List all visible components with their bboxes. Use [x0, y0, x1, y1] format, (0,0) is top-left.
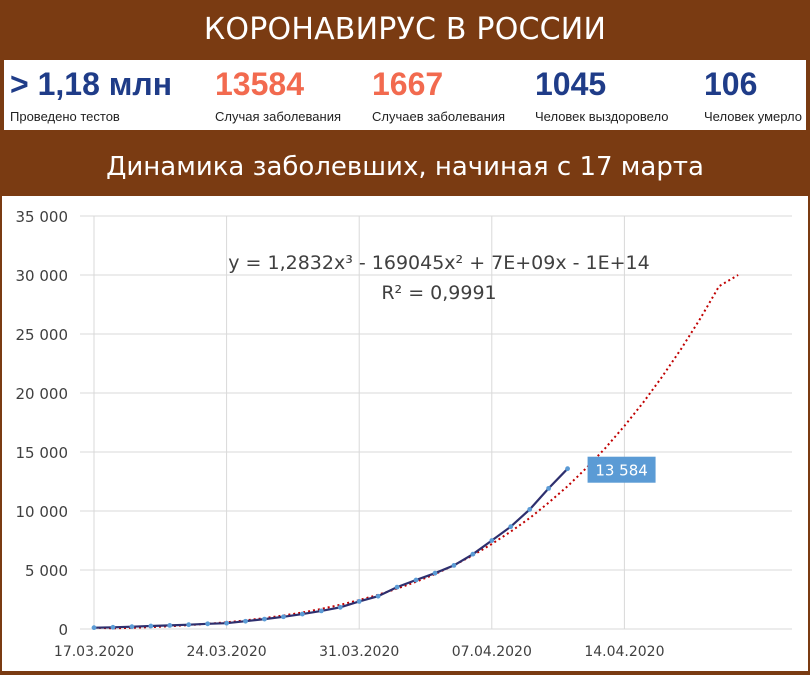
data-point: [489, 538, 495, 543]
data-point: [148, 623, 154, 629]
chart-area: 0 5 000 10 000 15 000 20 000 25 000 30 000 35 0…: [2, 196, 808, 671]
data-point: [527, 507, 533, 512]
data-point: [356, 599, 362, 604]
data-point: [299, 611, 305, 617]
chart-subtitle: Динамика заболевших, начиная с 17 марта: [0, 140, 810, 194]
x-tick-label: 31.03.2020: [319, 644, 399, 660]
grid-lines: [80, 215, 792, 630]
trend-path: [93, 274, 739, 630]
data-point: [243, 618, 248, 624]
label-box: [587, 456, 656, 483]
stat-value: > 1,18 млн: [10, 66, 173, 102]
x-tick-label: 17.03.2020: [54, 644, 134, 660]
y-tick-label: 25 000: [16, 326, 69, 344]
stat-value: 1045: [535, 66, 607, 102]
stat-value: 106: [704, 66, 758, 102]
data-point: [318, 608, 324, 614]
cases-series: [91, 466, 570, 631]
data-point: [91, 625, 97, 631]
trend-line: [93, 274, 739, 630]
stat-label: Человек умерло: [704, 109, 802, 124]
data-point: [565, 466, 570, 472]
data-point: [186, 622, 192, 628]
y-tick-label: 20 000: [16, 385, 69, 403]
data-point: [394, 584, 400, 590]
stat-label: Проведено тестов: [10, 109, 120, 124]
y-tick-label: 35 000: [16, 208, 69, 226]
data-point: [508, 524, 514, 530]
data-point: [224, 620, 230, 626]
data-point: [205, 621, 211, 627]
data-point: [167, 622, 173, 628]
data-point: [262, 616, 267, 622]
page-title: КОРОНАВИРУС В РОССИИ: [0, 0, 810, 58]
data-point: [110, 624, 116, 630]
label-text: 13 584: [595, 462, 648, 480]
x-tick-label: 14.04.2020: [584, 644, 664, 660]
stat-label: Человек выздоровело: [535, 109, 669, 124]
y-tick-label: 0: [58, 621, 68, 639]
y-tick-label: 10 000: [16, 503, 69, 521]
trend-equation: y = 1,2832x³ - 169045x² + 7E+09x - 1E+14: [228, 252, 649, 274]
data-point: [546, 485, 552, 491]
data-point: [432, 570, 438, 576]
data-point: [375, 593, 381, 599]
data-point: [281, 614, 286, 620]
data-point: [413, 577, 419, 583]
data-point: [451, 563, 457, 568]
r-squared: R² = 0,9991: [381, 282, 496, 304]
y-tick-label: 15 000: [16, 444, 69, 462]
cases-chart: 0 5 000 10 000 15 000 20 000 25 000 30 000 35 0…: [16, 208, 792, 660]
stat-label: Случая заболевания: [215, 109, 341, 124]
series-line: [93, 467, 569, 629]
x-axis-ticks: 17.03.2020 24.03.2020 31.03.2020 07.04.2020…: [54, 644, 665, 660]
data-point: [470, 551, 476, 557]
data-point: [129, 624, 135, 630]
y-axis-ticks: 0 5 000 10 000 15 000 20 000 25 000 30 000 35 0…: [16, 208, 69, 639]
stats-bar: > 1,18 млн Проведено тестов 13584 Случая…: [4, 60, 806, 130]
x-tick-label: 24.03.2020: [187, 644, 267, 660]
y-tick-label: 30 000: [16, 267, 69, 285]
stat-value: 13584: [215, 66, 304, 102]
stat-value: 1667: [372, 66, 444, 102]
stat-label: Случаев заболевания: [372, 109, 506, 124]
last-point-label: 13 584: [587, 456, 656, 483]
y-tick-label: 5 000: [25, 562, 68, 580]
data-point: [337, 604, 343, 610]
x-tick-label: 07.04.2020: [452, 644, 532, 660]
